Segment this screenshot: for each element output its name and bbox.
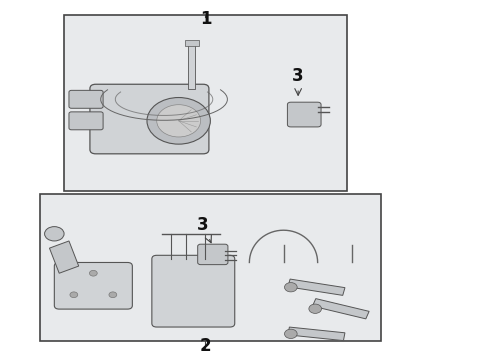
Text: 3: 3	[292, 67, 304, 95]
FancyBboxPatch shape	[69, 112, 103, 130]
Text: 2: 2	[199, 337, 211, 355]
Bar	[40, 194, 380, 341]
Circle shape	[284, 329, 297, 338]
Polygon shape	[312, 298, 368, 319]
Bar	[184, 40, 198, 45]
FancyBboxPatch shape	[69, 90, 103, 108]
Circle shape	[89, 270, 97, 276]
FancyBboxPatch shape	[90, 84, 208, 154]
Polygon shape	[287, 279, 344, 295]
Bar	[188, 42, 194, 89]
Circle shape	[157, 105, 200, 137]
Polygon shape	[49, 241, 79, 273]
FancyBboxPatch shape	[54, 262, 132, 309]
Text: 1: 1	[199, 10, 211, 28]
Text: 3: 3	[197, 216, 211, 243]
FancyBboxPatch shape	[287, 102, 321, 127]
Polygon shape	[287, 327, 344, 341]
Circle shape	[70, 292, 78, 298]
Circle shape	[308, 304, 321, 314]
Circle shape	[284, 283, 297, 292]
FancyBboxPatch shape	[152, 255, 234, 327]
FancyBboxPatch shape	[197, 244, 227, 265]
Circle shape	[109, 292, 117, 298]
Circle shape	[44, 226, 64, 241]
Circle shape	[147, 98, 210, 144]
Bar	[64, 15, 346, 191]
